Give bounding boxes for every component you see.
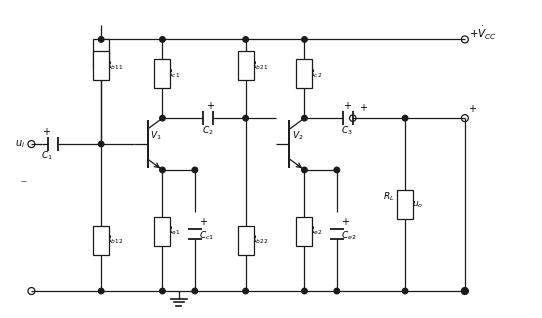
Text: --: -- [21, 176, 28, 186]
Circle shape [462, 288, 468, 294]
Text: $R_{c1}$: $R_{c1}$ [166, 67, 180, 80]
Bar [296, 217, 312, 246]
Circle shape [243, 288, 248, 294]
Text: $C_1$: $C_1$ [41, 150, 53, 162]
Circle shape [99, 37, 104, 42]
Text: $R_{b21}$: $R_{b21}$ [250, 59, 268, 72]
Circle shape [302, 37, 307, 42]
Bar [238, 226, 254, 255]
Text: $R_{b12}$: $R_{b12}$ [105, 234, 124, 246]
Text: +: + [341, 217, 349, 227]
Circle shape [334, 167, 339, 173]
Text: $R_{e2}$: $R_{e2}$ [308, 225, 323, 238]
Circle shape [334, 288, 339, 294]
Circle shape [302, 115, 307, 121]
Bar [238, 51, 254, 80]
Text: $R_{e1}$: $R_{e1}$ [166, 225, 181, 238]
Circle shape [302, 167, 307, 173]
Bar [154, 217, 170, 246]
Text: +$\dot{V}_{CC}$: +$\dot{V}_{CC}$ [469, 25, 497, 42]
Circle shape [243, 115, 248, 121]
Circle shape [99, 288, 104, 294]
Text: $V_2$: $V_2$ [292, 129, 304, 142]
Text: +: + [199, 217, 207, 227]
Text: $C_{c1}$: $C_{c1}$ [199, 230, 214, 242]
Circle shape [192, 167, 198, 173]
Text: $R_{b11}$: $R_{b11}$ [105, 59, 124, 72]
Circle shape [192, 288, 198, 294]
Text: $C_2$: $C_2$ [202, 124, 214, 137]
Circle shape [160, 288, 165, 294]
Circle shape [160, 37, 165, 42]
Text: $C_{e2}$: $C_{e2}$ [341, 230, 357, 242]
Text: $u_i$: $u_i$ [16, 139, 25, 150]
Bar [93, 51, 109, 80]
Text: $u_o$: $u_o$ [412, 199, 423, 210]
Circle shape [402, 115, 408, 121]
Circle shape [160, 167, 165, 173]
Text: $V_1$: $V_1$ [150, 129, 162, 142]
Text: +: + [343, 101, 351, 111]
Text: +: + [359, 103, 367, 113]
Circle shape [243, 37, 248, 42]
Text: +: + [42, 127, 50, 137]
Text: +: + [206, 101, 214, 111]
Bar [93, 226, 109, 255]
Text: $R_{c2}$: $R_{c2}$ [308, 67, 322, 80]
Text: $C_3$: $C_3$ [341, 124, 353, 137]
Circle shape [402, 288, 408, 294]
Circle shape [302, 288, 307, 294]
Circle shape [160, 115, 165, 121]
Bar [154, 59, 170, 88]
Text: $R_L$: $R_L$ [383, 190, 394, 203]
Text: +: + [468, 104, 476, 114]
Text: $R_{b22}$: $R_{b22}$ [250, 234, 268, 246]
Bar [397, 190, 413, 219]
Circle shape [99, 141, 104, 147]
Bar [93, 39, 109, 68]
Bar [296, 59, 312, 88]
